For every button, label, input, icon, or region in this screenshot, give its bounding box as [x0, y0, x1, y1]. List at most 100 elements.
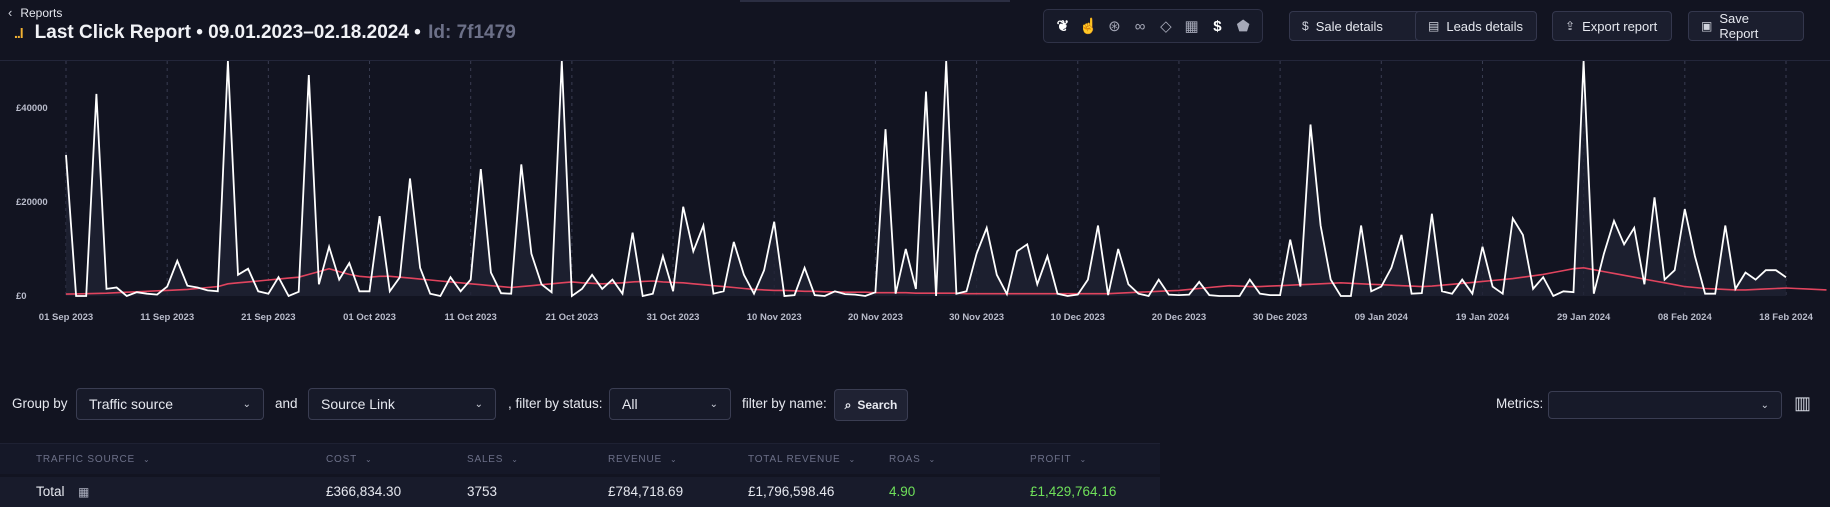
dollar-icon: $: [1302, 19, 1309, 33]
x-tick-label: 19 Jan 2024: [1456, 312, 1510, 323]
metric-icon-toolbar: ❦ ☝ ⊛ ∞ ◇ ▦ $ ⬟: [1043, 9, 1263, 43]
total-sales: 3753: [467, 484, 498, 499]
status-select[interactable]: All ⌄: [609, 388, 731, 420]
x-tick-label: 11 Oct 2023: [445, 312, 497, 323]
column-header-sales[interactable]: SALES ⌄: [467, 454, 519, 465]
column-label: TRAFFIC SOURCE: [36, 453, 135, 465]
page-title: Last Click Report • 09.01.2023–02.18.202…: [35, 22, 516, 44]
name-filter-label: filter by name:: [742, 396, 827, 411]
x-tick-label: 11 Sep 2023: [140, 312, 194, 323]
discount-tag-icon[interactable]: ⬟: [1236, 18, 1250, 35]
sort-icon: ⌄: [848, 454, 856, 464]
calendar-icon[interactable]: ▦: [1184, 18, 1199, 35]
leads-details-label: Leads details: [1446, 18, 1523, 34]
calendar-icon[interactable]: ▦: [78, 485, 90, 499]
y-axis: £0 £20000 £40000: [16, 103, 48, 302]
metrics-label: Metrics:: [1496, 396, 1544, 411]
x-tick-label: 21 Sep 2023: [241, 312, 295, 323]
chevron-down-icon: ⌄: [242, 398, 251, 410]
dollar-icon[interactable]: $: [1213, 17, 1222, 35]
total-profit: £1,429,764.16: [1030, 484, 1117, 499]
save-report-button[interactable]: ▣ Save Report: [1688, 11, 1804, 41]
column-header-profit[interactable]: PROFIT ⌄: [1030, 454, 1087, 465]
revenue-series-area: [66, 61, 1786, 296]
column-header-cost[interactable]: COST ⌄: [326, 454, 373, 465]
export-report-label: Export report: [1582, 18, 1658, 34]
coin-dollar-icon[interactable]: ⊛: [1108, 18, 1121, 35]
total-roas: 4.90: [889, 484, 916, 499]
link-icon[interactable]: ∞: [1134, 17, 1146, 35]
title-row: ..l Last Click Report • 09.01.2023–02.18…: [14, 22, 516, 44]
report-table: TRAFFIC SOURCE ⌄ COST ⌄ SALES ⌄ REVENUE ⌄ TO…: [0, 443, 1160, 507]
sale-details-button[interactable]: $ Sale details: [1289, 11, 1433, 41]
sort-icon: ⌄: [669, 454, 678, 464]
y-tick-label: £20000: [16, 197, 48, 208]
search-label: Search: [857, 398, 898, 412]
group-by-label: Group by: [12, 396, 68, 411]
sort-icon: ⌄: [511, 454, 519, 464]
table-header: TRAFFIC SOURCE ⌄ COST ⌄ SALES ⌄ REVENUE ⌄ TO…: [0, 443, 1160, 474]
revenue-series-line: [65, 61, 1787, 298]
x-tick-label: 30 Nov 2023: [949, 312, 1004, 323]
x-tick-label: 10 Nov 2023: [747, 312, 802, 323]
report-filters: Group by Traffic source ⌄ and Source Lin…: [0, 388, 1830, 434]
x-tick-label: 01 Sep 2023: [39, 312, 93, 323]
column-header-total-revenue[interactable]: TOTAL REVENUE ⌄: [748, 454, 856, 465]
x-tick-label: 10 Dec 2023: [1051, 312, 1105, 323]
x-tick-label: 08 Feb 2024: [1658, 312, 1713, 323]
page-title-text: Last Click Report • 09.01.2023–02.18.202…: [34, 22, 421, 43]
x-axis: 01 Sep 2023 11 Sep 2023 21 Sep 2023 01 Oct …: [39, 312, 1814, 323]
save-icon: ▣: [1701, 19, 1713, 33]
x-tick-label: 18 Feb 2024: [1759, 312, 1814, 323]
table-total-row: Total ▦ £366,834.30 3753 £784,718.69 £1,…: [0, 477, 1160, 507]
column-label: TOTAL REVENUE: [748, 453, 841, 465]
second-group-select[interactable]: Source Link ⌄: [308, 388, 496, 420]
cost-series-line: [65, 266, 1827, 295]
report-header: ‹ Reports ..l Last Click Report • 09.01.…: [0, 0, 1830, 61]
breadcrumb-back[interactable]: ‹ Reports: [8, 5, 62, 20]
column-header-revenue[interactable]: REVENUE ⌄: [608, 454, 677, 465]
x-tick-label: 09 Jan 2024: [1355, 312, 1409, 323]
sale-details-label: Sale details: [1315, 18, 1383, 34]
sort-icon: ⌄: [364, 454, 373, 464]
x-tick-label: 30 Dec 2023: [1253, 312, 1307, 323]
leads-details-button[interactable]: ▤ Leads details: [1415, 11, 1537, 41]
tag-icon[interactable]: ◇: [1160, 18, 1172, 35]
column-label: PROFIT: [1030, 453, 1072, 465]
total-cost: £366,834.30: [326, 484, 402, 499]
x-tick-label: 01 Oct 2023: [343, 312, 396, 323]
column-header-traffic-source[interactable]: TRAFFIC SOURCE ⌄: [36, 454, 151, 465]
x-tick-label: 31 Oct 2023: [647, 312, 700, 323]
sort-icon: ⌄: [142, 454, 151, 464]
cursor-click-icon[interactable]: ☝: [1079, 18, 1098, 35]
column-label: ROAS: [889, 453, 921, 465]
top-divider: [740, 0, 1010, 2]
y-tick-label: £40000: [16, 103, 48, 114]
group-by-value: Traffic source: [89, 396, 174, 412]
x-tick-label: 20 Nov 2023: [848, 312, 903, 323]
chevron-down-icon: ⌄: [1760, 399, 1769, 411]
breadcrumb-label: Reports: [20, 5, 63, 20]
report-logo-icon: ..l: [14, 25, 24, 41]
x-tick-label: 21 Oct 2023: [545, 312, 598, 323]
chevron-left-icon: ‹: [8, 5, 13, 20]
export-report-button[interactable]: ⇪ Export report: [1552, 11, 1672, 41]
clipboard-icon: ▤: [1428, 19, 1440, 33]
total-revenue-value: £784,718.69: [608, 484, 684, 499]
sort-icon: ⌄: [928, 454, 937, 464]
metrics-select[interactable]: ⌄: [1548, 391, 1782, 419]
status-filter-label: , filter by status:: [508, 396, 603, 411]
revenue-line-chart: £0 £20000 £40000 01 Sep 2023 11 Sep 2023 21 …: [16, 61, 1827, 323]
status-value: All: [622, 396, 638, 412]
x-tick-label: 20 Dec 2023: [1152, 312, 1206, 323]
total-total-revenue: £1,796,598.46: [748, 484, 835, 499]
leaf-icon[interactable]: ❦: [1056, 18, 1070, 35]
upload-icon: ⇪: [1565, 19, 1576, 33]
column-settings-icon[interactable]: ▥: [1794, 393, 1812, 413]
y-tick-label: £0: [16, 291, 27, 302]
column-label: SALES: [467, 453, 504, 465]
group-by-select[interactable]: Traffic source ⌄: [76, 388, 264, 420]
column-label: COST: [326, 453, 357, 465]
column-header-roas[interactable]: ROAS ⌄: [889, 454, 936, 465]
search-button[interactable]: ⌕ Search: [834, 389, 908, 421]
